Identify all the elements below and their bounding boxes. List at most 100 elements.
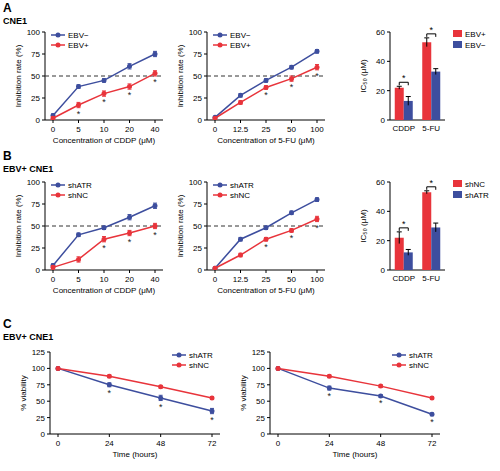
x-axis-label: Concentration of CDDP (μM) (53, 286, 156, 295)
error-bar (77, 85, 81, 89)
y-tick-label: 100 (252, 364, 266, 373)
plot-area (56, 366, 215, 414)
x-tick (104, 120, 105, 123)
y-tick (42, 54, 45, 55)
y-tick-label: 50 (193, 72, 202, 81)
legend-label: EBV+ (68, 41, 89, 50)
x-tick (109, 434, 110, 437)
plot-area (45, 51, 163, 120)
marker (315, 197, 320, 202)
series-line (53, 54, 155, 116)
marker (238, 100, 243, 105)
x-tick-label: 5 (76, 275, 81, 284)
y-tick-label: 50 (36, 397, 45, 406)
x-tick-label: 72 (208, 439, 217, 448)
legend-label: shATR (409, 351, 433, 360)
marker (51, 116, 56, 120)
x-tick-label: 25 (262, 275, 271, 284)
y-tick (204, 204, 207, 205)
marker (315, 65, 320, 70)
x-tick-label: CDDP (392, 274, 415, 283)
x-tick (291, 120, 292, 123)
y-tick-label: 25 (193, 244, 202, 253)
y-tick (47, 417, 50, 418)
marker (102, 225, 107, 230)
y-tick-label: 60 (376, 178, 385, 187)
significance: * (210, 415, 214, 425)
x-tick (266, 270, 267, 273)
x-tick (160, 434, 161, 437)
marker (315, 216, 320, 221)
error-bar (290, 211, 294, 215)
marker (289, 210, 294, 215)
marker (51, 265, 56, 270)
x-tick-label: CDDP (392, 124, 415, 133)
error-bar (315, 216, 319, 221)
significance: * (315, 223, 319, 233)
error-bar (406, 249, 411, 255)
y-tick-label: 0 (261, 430, 266, 439)
x-axis-label: Time (hours) (112, 450, 157, 459)
significance: * (328, 391, 332, 401)
significance: * (159, 402, 163, 412)
error-bar (397, 232, 402, 244)
y-tick (47, 401, 50, 402)
significance: * (290, 233, 294, 243)
y-axis (390, 32, 391, 120)
error-bar (77, 233, 81, 237)
y-tick (42, 32, 45, 33)
reference-line (207, 76, 325, 77)
error-bar (102, 91, 106, 96)
marker (264, 225, 269, 230)
error-bar (239, 237, 243, 241)
y-axis-label: IC₅₀ (μM) (359, 209, 368, 243)
y-tick-label: 100 (189, 28, 203, 37)
error-bar (77, 257, 81, 262)
error-bar (315, 198, 319, 202)
legend-label: shNC (230, 191, 250, 200)
marker (213, 266, 218, 270)
x-axis (50, 434, 220, 435)
marker (210, 395, 215, 400)
y-tick (204, 54, 207, 55)
marker (76, 232, 81, 237)
error-bar (397, 86, 402, 89)
significance: * (102, 243, 106, 253)
x-tick (155, 120, 156, 123)
x-tick (291, 270, 292, 273)
legend-marker (56, 193, 61, 198)
panel-subtitle: CNE1 (3, 16, 27, 26)
marker (264, 85, 269, 90)
panel-subtitle: EBV+ CNE1 (3, 332, 53, 342)
x-tick (240, 270, 241, 273)
bar (422, 192, 431, 270)
bar-chart: 0204060IC₅₀ (μM)CDDP5-FU**EBV+EBV− (359, 25, 486, 133)
y-tick-label: 75 (31, 200, 40, 209)
x-tick-label: 5-FU (422, 124, 440, 133)
error-bar (424, 38, 429, 47)
significance: * (315, 71, 319, 81)
x-tick (104, 270, 105, 273)
legend-label: shNC (189, 361, 209, 370)
x-tick (266, 120, 267, 123)
x-tick-label: 24 (105, 439, 114, 448)
y-tick (47, 368, 50, 369)
error-bar (102, 237, 106, 242)
significance: * (128, 237, 132, 247)
error-bar (153, 203, 157, 208)
error-bar (51, 266, 55, 270)
line-chart: 0255075100Inhibition rate (%)012.5255010… (176, 28, 325, 145)
x-tick (129, 270, 130, 273)
marker (158, 395, 163, 400)
legend-label: shNC (409, 361, 429, 370)
y-tick-label: 60 (376, 28, 385, 37)
legend-marker (177, 353, 182, 358)
y-tick (387, 240, 390, 241)
y-tick-label: 25 (193, 94, 202, 103)
series-line (278, 368, 432, 398)
y-tick-label: 50 (31, 222, 40, 231)
legend-label: EBV− (230, 31, 251, 40)
error-bar (290, 65, 294, 69)
significance: * (430, 417, 434, 427)
y-tick-label: 0 (36, 116, 41, 125)
